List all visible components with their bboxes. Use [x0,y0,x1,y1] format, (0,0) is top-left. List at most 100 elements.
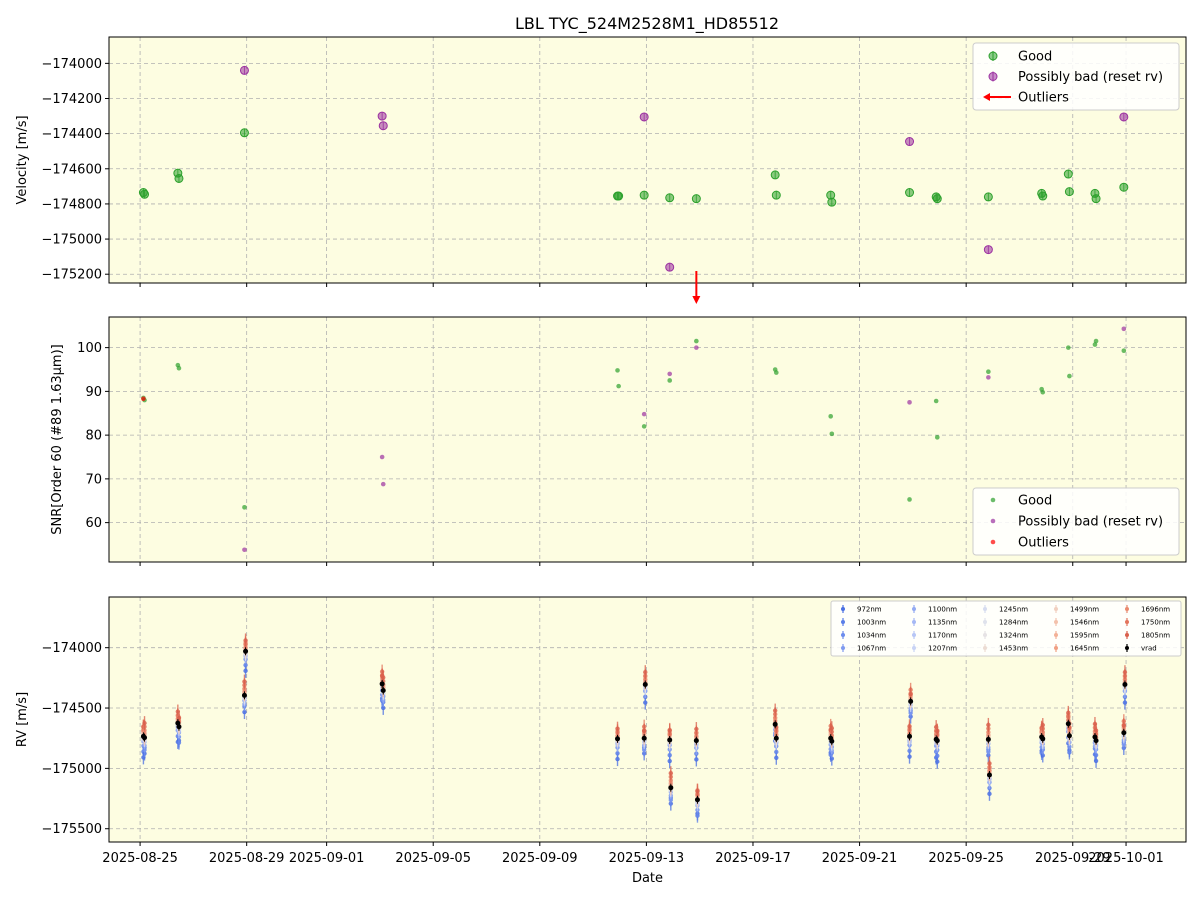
legend-marker [990,539,996,545]
vrad-point [693,738,699,744]
legend-box [830,600,1182,657]
legend-marker [983,633,987,637]
velocity-point [1091,194,1101,204]
x-tick-label: 2025-09-09 [502,851,578,866]
legend-label: Possibly bad (reset rv) [1018,70,1163,85]
legend-label: 1207nm [928,645,957,653]
y-tick-label: 70 [85,472,102,487]
vrad-point [379,681,385,687]
vrad-point [694,797,700,803]
legend-arrow-head [983,93,990,101]
legend-marker [1125,646,1129,650]
legend-marker [1125,620,1129,624]
snr-point [694,338,699,344]
legend-marker [1054,620,1058,624]
legend-label: 1805nm [1141,632,1170,640]
snr-point [829,431,835,437]
legend-marker [983,620,987,624]
x-tick-label: 2025-09-25 [928,851,1004,866]
legend-marker [1125,607,1129,611]
snr-point [615,368,620,373]
legend-label: 1453nm [999,645,1028,653]
legend-marker [841,633,845,637]
vrad-point [1040,736,1046,742]
band-point [695,788,700,794]
legend-label: Good [1018,494,1052,509]
velocity-point [639,112,649,122]
snr-point [986,375,991,380]
velocity-point [614,191,624,201]
velocity-point [983,192,993,202]
y-tick-label: 80 [85,429,102,444]
band-point [986,722,991,728]
vrad-point [380,688,386,694]
legend: Good Possibly bad (reset rv) Outliers [972,42,1180,111]
velocity-point [905,137,915,147]
snr-point [641,411,647,417]
band-point [1066,710,1071,716]
band-point [772,708,778,713]
snr-point [616,383,621,389]
vrad-point [986,772,992,778]
legend-label: 1595nm [1070,632,1099,640]
legend-label: 1135nm [928,619,957,627]
snr-point [1067,373,1072,379]
vrad-point [908,698,914,704]
band-point [667,728,672,733]
band-point [987,761,992,766]
legend-marker [990,518,996,524]
vrad-point [773,735,779,741]
legend-label: Outliers [1018,536,1069,551]
y-tick-label: −175000 [41,762,102,777]
snr-point [141,396,146,402]
snr-point [934,435,940,440]
y-tick-label: −174600 [41,162,102,177]
snr-point [380,481,386,487]
band-point [243,638,248,643]
band-point [1093,728,1099,733]
velocity-point [770,170,780,180]
velocity-point [983,245,993,255]
legend-label: 1100nm [928,606,957,614]
snr-point [907,400,912,405]
legend-label: 972nm [857,606,882,614]
velocity-point [932,194,942,204]
x-tick-label: 2025-08-25 [102,851,178,866]
velocity-point [140,189,150,199]
vrad-point [142,735,148,741]
y-axis-label: Velocity [m/s] [15,115,30,204]
band-point [641,728,647,734]
snr-point [1040,389,1046,395]
legend-label: 1750nm [1141,619,1170,627]
legend-marker [912,620,916,624]
band-point [694,726,699,732]
snr-point [933,398,939,404]
y-tick-label: −174400 [41,127,102,142]
y-tick-label: 60 [85,516,102,531]
axes-frame [108,316,1187,563]
band-point [829,725,835,731]
legend-label: 1546nm [1070,619,1099,627]
outlier-arrow-head [692,296,701,304]
velocity-point [665,262,675,272]
vrad-point [934,738,940,744]
x-tick-label: 2025-09-17 [715,851,791,866]
vrad-point [985,736,991,742]
legend-label: Possibly bad (reset rv) [1018,515,1163,530]
velocity-point [1064,187,1074,197]
x-axis-label: Date [632,871,663,886]
legend-label: 1245nm [999,606,1028,614]
vrad-point [243,648,249,654]
snr-point [694,345,699,350]
snr-point [242,505,247,510]
vrad-point [667,737,673,743]
velocity-point [239,65,249,75]
axes-frame [108,36,1187,284]
legend-marker [912,607,916,611]
velocity-point [905,188,915,198]
legend-marker [912,646,916,650]
velocity-point [827,197,837,207]
x-tick-label: 2025-08-29 [209,851,285,866]
